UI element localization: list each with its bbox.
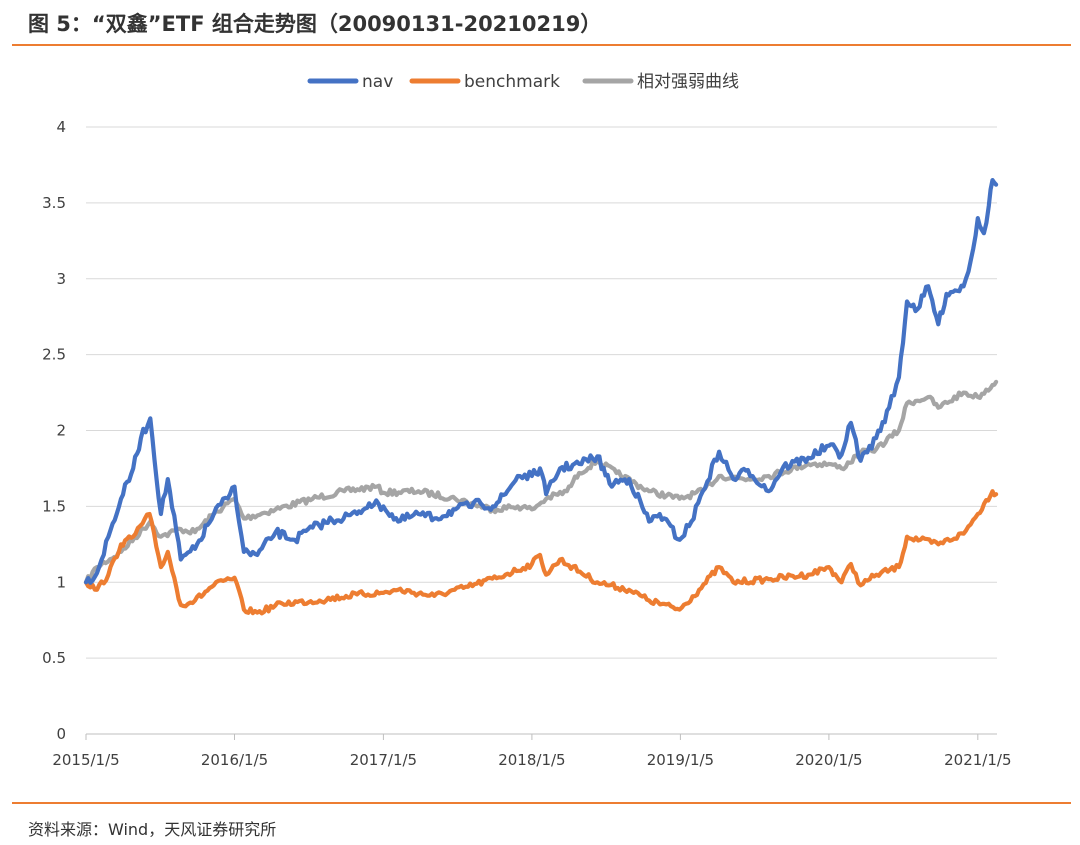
header-divider	[12, 44, 1071, 46]
etf-line-chart: nav benchmark 相对强弱曲线 0 0.5 1 1.5 2 2.5 3 3.5 4 201…	[42, 72, 1012, 769]
x-tick-label: 2021/1/5	[944, 751, 1011, 769]
x-tick-label: 2019/1/5	[647, 751, 714, 769]
footer-divider	[12, 802, 1071, 804]
y-tick-label: 1.5	[42, 497, 66, 515]
y-tick-label: 0.5	[42, 649, 66, 667]
x-tick-label: 2017/1/5	[350, 751, 417, 769]
chart-title: 图 5：“双鑫”ETF 组合走势图（20090131-20210219）	[28, 12, 602, 36]
y-tick-label: 1	[56, 573, 66, 591]
grid-lines	[86, 126, 997, 659]
y-tick-label: 2	[56, 422, 66, 440]
x-tick-label: 2020/1/5	[795, 751, 862, 769]
y-tick-label: 0	[56, 725, 66, 743]
y-tick-label: 4	[56, 118, 66, 136]
legend-label: 相对强弱曲线	[637, 72, 739, 92]
x-axis: 2015/1/5 2016/1/5 2017/1/5 2018/1/5 2019/1/5…	[52, 733, 1012, 769]
x-tick-label: 2015/1/5	[52, 751, 119, 769]
x-tick-label: 2016/1/5	[201, 751, 268, 769]
y-tick-label: 3.5	[42, 194, 66, 212]
legend-label: nav	[362, 72, 393, 92]
y-axis-ticks: 0 0.5 1 1.5 2 2.5 3 3.5 4	[42, 118, 66, 743]
series-line-1	[83, 489, 999, 616]
chart-legend: nav benchmark 相对强弱曲线	[307, 72, 739, 92]
series-line-0	[83, 178, 999, 585]
y-tick-label: 2.5	[42, 346, 66, 364]
legend-label: benchmark	[464, 72, 560, 92]
series-line-2	[83, 379, 999, 585]
x-tick-label: 2018/1/5	[498, 751, 565, 769]
series-lines	[83, 178, 999, 616]
source-note: 资料来源：Wind，天风证券研究所	[28, 820, 277, 839]
y-tick-label: 3	[56, 270, 66, 288]
